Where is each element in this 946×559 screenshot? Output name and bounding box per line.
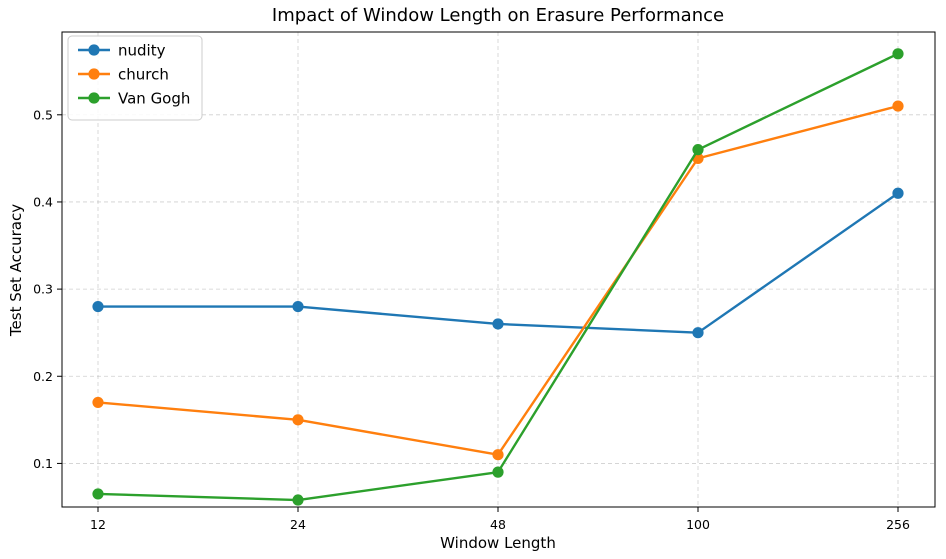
legend-marker [88, 92, 100, 104]
legend-item: Van Gogh [78, 90, 190, 108]
x-tick-label: 256 [886, 517, 910, 532]
data-point [292, 494, 304, 506]
data-point [292, 414, 304, 426]
x-tick-label: 24 [290, 517, 306, 532]
series-van-gogh [92, 48, 904, 506]
grid-layer [62, 32, 935, 507]
legend-item: church [78, 66, 169, 84]
data-point [92, 396, 104, 409]
y-axis-label: Test Set Accuracy [7, 204, 25, 337]
y-tick-label: 0.1 [33, 456, 53, 471]
series-church [92, 100, 904, 461]
data-point [492, 318, 504, 330]
data-point [492, 466, 504, 478]
legend-marker [88, 44, 100, 56]
data-point [292, 300, 304, 313]
data-point [692, 144, 704, 156]
x-axis-label: Window Length [440, 534, 556, 552]
x-tick-label: 48 [490, 517, 506, 532]
legend: nudity church Van Gogh [67, 35, 203, 121]
series-layer [92, 48, 904, 506]
legend-label: nudity [118, 42, 166, 60]
axis-layer: 12 24 48 100 256 0.1 0.2 0.3 0.4 0.5 [33, 107, 910, 532]
legend-marker [88, 68, 100, 80]
data-point [492, 449, 504, 461]
data-point [892, 100, 904, 112]
legend-label: Van Gogh [118, 90, 190, 108]
y-tick-label: 0.2 [33, 369, 53, 384]
legend-label: church [118, 66, 169, 84]
series-nudity [92, 187, 904, 339]
x-tick-label: 12 [90, 517, 106, 532]
data-point [892, 187, 904, 199]
y-tick-label: 0.4 [33, 194, 53, 209]
y-tick-label: 0.5 [33, 107, 53, 122]
chart-title: Impact of Window Length on Erasure Perfo… [272, 5, 724, 26]
data-point [692, 327, 704, 339]
y-tick-label: 0.3 [33, 282, 53, 297]
legend-item: nudity [78, 42, 166, 60]
x-tick-label: 100 [686, 517, 710, 532]
data-point [92, 488, 104, 500]
data-point [892, 48, 904, 60]
data-point [92, 300, 104, 313]
